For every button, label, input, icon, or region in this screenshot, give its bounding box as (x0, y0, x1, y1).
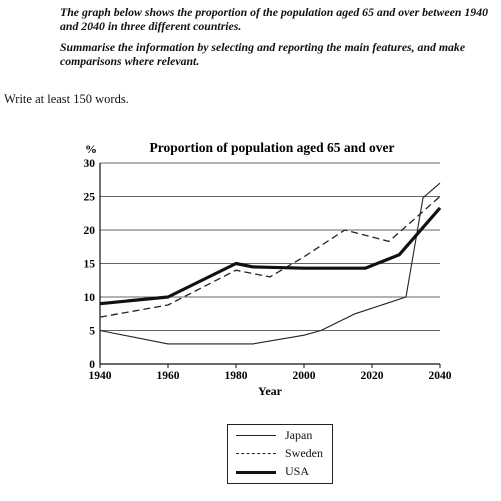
y-axis-label: % (85, 142, 97, 156)
x-tick-label-1940: 1940 (89, 370, 112, 382)
legend-swatch-usa (236, 471, 276, 474)
x-tick-label-1980: 1980 (225, 370, 248, 382)
y-tick-label-25: 25 (84, 192, 96, 204)
y-tick-label-5: 5 (89, 326, 95, 338)
legend-item-sweden: Sweden (228, 445, 332, 463)
y-tick-label-20: 20 (84, 225, 96, 237)
legend-item-japan: Japan (228, 427, 332, 445)
task-instruction: Summarise the information by selecting a… (60, 40, 466, 68)
chart-legend: Japan Sweden USA (227, 424, 333, 484)
y-tick-label-0: 0 (89, 359, 95, 371)
legend-label-usa: USA (285, 464, 310, 478)
legend-item-usa: USA (228, 463, 332, 481)
x-axis-label: Year (258, 384, 283, 398)
word-count-instruction: Write at least 150 words. (4, 92, 129, 106)
x-tick-label-1960: 1960 (157, 370, 180, 382)
chart-title: Proportion of population aged 65 and ove… (149, 140, 394, 155)
legend-swatch-japan (236, 435, 276, 436)
y-tick-label-15: 15 (84, 259, 96, 271)
x-tick-label-2020: 2020 (361, 370, 384, 382)
series-line-japan (99, 182, 441, 345)
x-tick-label-2000: 2000 (293, 370, 316, 382)
series-line-usa (99, 206, 442, 306)
legend-swatch-sweden (236, 453, 276, 454)
task-description: The graph below shows the proportion of … (60, 5, 488, 33)
y-tick-label-10: 10 (84, 292, 96, 304)
task-prompt: The graph below shows the proportion of … (60, 5, 490, 75)
legend-label-japan: Japan (285, 428, 313, 442)
x-tick-label-2040: 2040 (429, 370, 452, 382)
legend-label-sweden: Sweden (285, 446, 323, 460)
y-tick-label-30: 30 (84, 158, 96, 170)
